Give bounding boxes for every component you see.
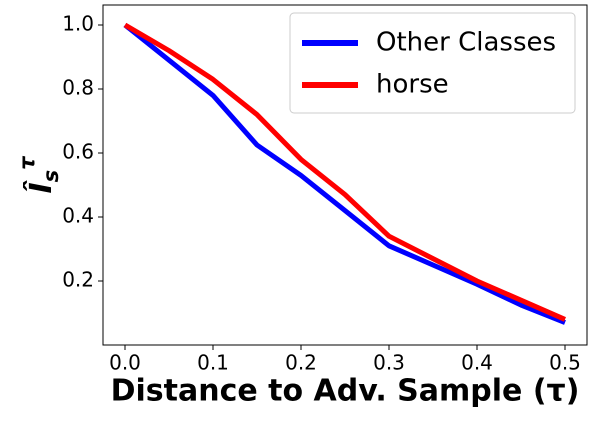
x-tick-label: 0.4 [461, 351, 493, 375]
series-line [123, 23, 566, 325]
y-axis-label: Îsτ [15, 156, 63, 194]
x-tick-label: 0.5 [549, 351, 581, 375]
x-tick-label: 0.0 [109, 351, 141, 375]
series-line [123, 22, 566, 322]
x-axis-label: Distance to Adv. Sample (τ) [111, 374, 580, 409]
x-tick-label: 0.2 [285, 351, 317, 375]
x-tick-label: 0.3 [373, 351, 405, 375]
y-tick-label: 0.6 [62, 140, 94, 164]
y-tick-label: 1.0 [62, 12, 94, 36]
y-label-sub: s [39, 170, 63, 183]
y-label-sup: τ [15, 156, 39, 170]
plot-frame [102, 4, 588, 346]
y-tick-label: 0.4 [62, 204, 94, 228]
legend-label: Other Classes [376, 28, 556, 58]
y-tick-label: 0.2 [62, 268, 94, 292]
legend-box [289, 12, 576, 114]
y-label-base: Î [23, 180, 59, 194]
legend-label: horse [376, 70, 449, 100]
x-tick-label: 0.1 [197, 351, 229, 375]
y-tick-label: 0.8 [62, 76, 94, 100]
